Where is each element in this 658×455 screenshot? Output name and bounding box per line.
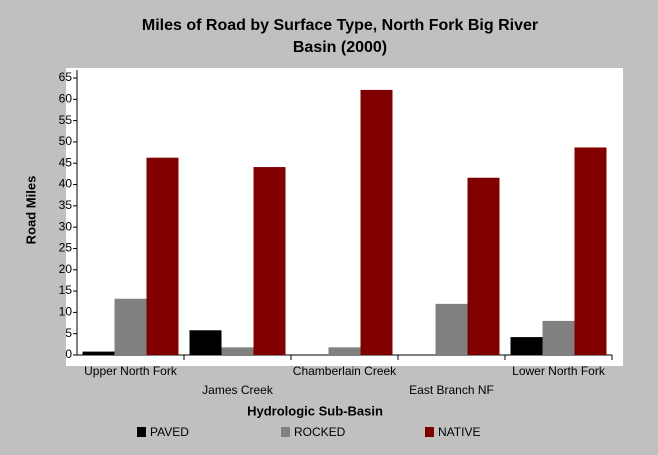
x-tick-label: James Creek — [202, 383, 274, 397]
bar — [114, 298, 147, 355]
bar — [542, 320, 575, 355]
bar — [253, 167, 286, 355]
legend-swatch — [137, 427, 146, 437]
bar — [328, 347, 361, 355]
bar — [146, 157, 179, 355]
legend-label: NATIVE — [438, 425, 480, 439]
y-tick-label: 60 — [59, 91, 73, 105]
bar — [435, 303, 468, 355]
x-tick-label: Chamberlain Creek — [293, 364, 397, 378]
y-tick-label: 55 — [59, 113, 73, 127]
y-tick-label: 10 — [59, 305, 73, 319]
bar — [467, 177, 500, 355]
legend-label: ROCKED — [294, 425, 346, 439]
y-axis-title: Road Miles — [23, 176, 38, 245]
y-tick-label: 20 — [59, 262, 73, 276]
bar — [82, 351, 115, 355]
bar — [510, 337, 543, 355]
y-tick-label: 0 — [65, 347, 72, 361]
x-tick-label: Lower North Fork — [512, 364, 606, 378]
y-tick-label: 25 — [59, 241, 73, 255]
y-tick-label: 45 — [59, 155, 73, 169]
chart-title: Basin (2000) — [293, 39, 387, 56]
y-tick-label: 5 — [65, 326, 72, 340]
y-tick-label: 65 — [59, 70, 73, 84]
legend-swatch — [281, 427, 290, 437]
bar — [221, 347, 254, 355]
y-tick-label: 30 — [59, 219, 73, 233]
y-tick-label: 40 — [59, 177, 73, 191]
chart-title: Miles of Road by Surface Type, North For… — [142, 17, 538, 34]
bar — [189, 330, 222, 355]
legend-swatch — [425, 427, 434, 437]
x-tick-label: Upper North Fork — [84, 364, 178, 378]
bar — [574, 147, 607, 355]
y-tick-label: 50 — [59, 134, 73, 148]
x-axis-title: Hydrologic Sub-Basin — [247, 403, 383, 418]
y-tick-label: 35 — [59, 198, 73, 212]
y-tick-label: 15 — [59, 283, 73, 297]
legend-label: PAVED — [150, 425, 189, 439]
x-tick-label: East Branch NF — [409, 383, 494, 397]
bar — [360, 89, 393, 355]
